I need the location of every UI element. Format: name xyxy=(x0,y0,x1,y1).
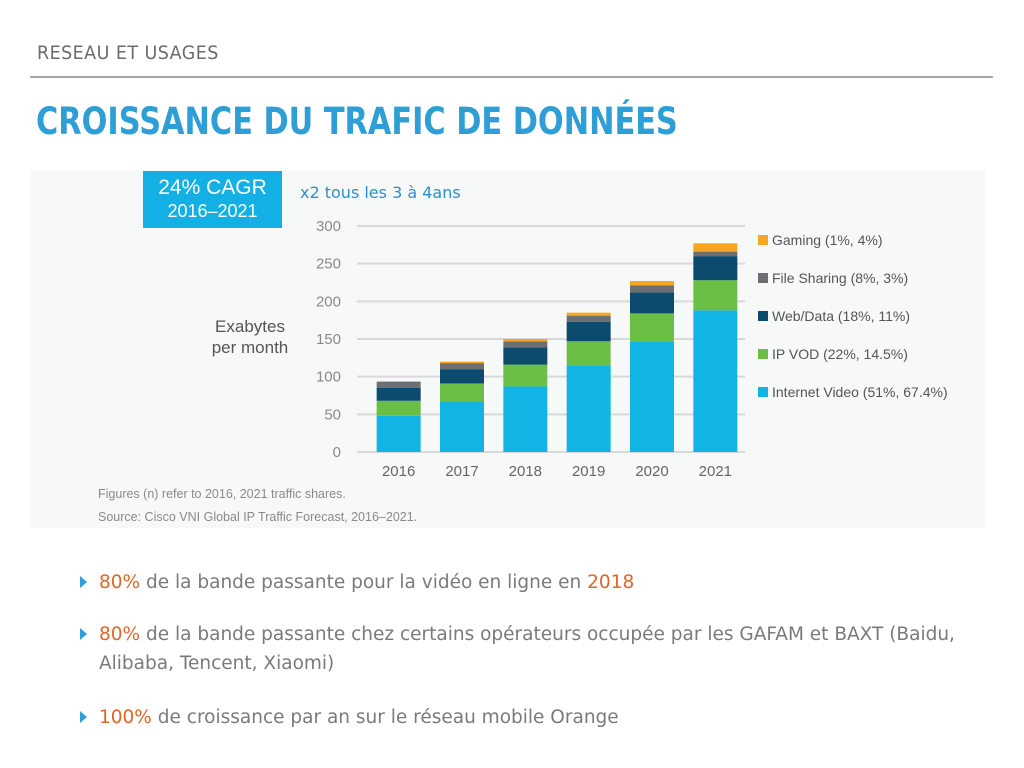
header-divider xyxy=(30,76,993,78)
y-axis-label-line1: Exabytes xyxy=(215,317,285,336)
bar-segment-file-sharing xyxy=(440,363,484,370)
x-tick-label: 2017 xyxy=(445,463,478,480)
legend-item: Web/Data (18%, 11%) xyxy=(758,308,910,324)
bar-segment-gaming xyxy=(693,243,738,252)
legend-swatch xyxy=(758,311,768,321)
y-tick-label: 200 xyxy=(316,293,341,310)
bar-segment-web-data xyxy=(440,369,484,384)
x-tick-label: 2021 xyxy=(699,463,732,480)
bullet-text: de la bande passante chez certains opéra… xyxy=(99,624,955,674)
x-tick-labels: 2016 2017 2018 2019 2020 2021 xyxy=(382,463,732,480)
cagr-period: 2016–2021 xyxy=(167,201,258,221)
bar-segment-file-sharing xyxy=(693,251,738,257)
bar-segment-gaming xyxy=(440,361,484,364)
bullet-highlight: 80% xyxy=(99,624,141,645)
bar-segment-web-data xyxy=(376,387,421,401)
bar-segment-ip-vod xyxy=(440,383,484,402)
growth-annotation: x2 tous les 3 à 4ans xyxy=(300,183,461,202)
legend-item: Internet Video (51%, 67.4%) xyxy=(758,384,948,400)
y-axis-label: Exabytes per month xyxy=(195,316,305,358)
legend-label: Gaming (1%, 4%) xyxy=(772,232,883,248)
footnote-source: Source: Cisco VNI Global IP Traffic Fore… xyxy=(98,510,418,524)
footnote-shares: Figures (n) refer to 2016, 2021 traffic … xyxy=(98,487,346,501)
legend-item: File Sharing (8%, 3%) xyxy=(758,270,908,286)
cagr-badge: 24% CAGR 2016–2021 xyxy=(143,171,282,228)
x-tick-label: 2019 xyxy=(572,463,605,480)
bar-segment-ip-vod xyxy=(630,313,674,342)
legend-label: IP VOD (22%, 14.5%) xyxy=(772,346,908,362)
bar-segment-gaming xyxy=(376,381,421,382)
legend-label: Web/Data (18%, 11%) xyxy=(772,308,910,324)
legend-label: File Sharing (8%, 3%) xyxy=(772,270,909,286)
y-tick-label: 150 xyxy=(316,331,341,348)
y-tick-label: 0 xyxy=(333,444,341,461)
bar-segment-web-data xyxy=(566,321,611,342)
bullet-highlight: 100% xyxy=(99,707,152,728)
bar-segment-internet-video xyxy=(376,415,421,452)
bar-segment-web-data xyxy=(630,292,674,314)
bullet-highlight-year: 2018 xyxy=(587,572,635,593)
bar-segment-gaming xyxy=(503,339,548,342)
y-tick-labels: 0 50 100 150 200 250 300 xyxy=(316,218,341,461)
bar-segment-file-sharing xyxy=(376,381,421,388)
bar-segment-internet-video xyxy=(630,341,674,452)
section-label: RESEAU ET USAGES xyxy=(37,42,219,64)
bullet-item: 80% de la bande passante chez certains o… xyxy=(80,620,959,678)
bar-segment-file-sharing xyxy=(503,341,548,348)
legend-swatch xyxy=(758,349,768,359)
gridlines xyxy=(357,225,745,453)
x-tick-label: 2020 xyxy=(635,463,668,480)
bar-segment-gaming xyxy=(566,312,611,316)
bar-segment-ip-vod xyxy=(503,364,548,387)
bars xyxy=(376,243,738,452)
page-title: CROISSANCE DU TRAFIC DE DONNÉES xyxy=(36,100,678,143)
bullet-item: 100% de croissance par an sur le réseau … xyxy=(80,703,959,732)
y-tick-label: 250 xyxy=(316,256,341,273)
bullet-text: de croissance par an sur le réseau mobil… xyxy=(151,707,619,728)
triangle-right-icon xyxy=(80,576,87,588)
y-tick-label: 300 xyxy=(316,218,341,235)
legend-label: Internet Video (51%, 67.4%) xyxy=(772,384,948,400)
bar-segment-ip-vod xyxy=(566,341,611,366)
bar-segment-internet-video xyxy=(566,365,611,452)
bar-segment-web-data xyxy=(693,256,738,281)
bar-segment-internet-video xyxy=(440,401,484,452)
bar-segment-web-data xyxy=(503,347,548,365)
bar-segment-file-sharing xyxy=(566,315,611,322)
bar-segment-file-sharing xyxy=(630,285,674,293)
y-tick-label: 100 xyxy=(316,369,341,386)
y-axis-label-line2: per month xyxy=(211,338,289,357)
bar-segment-gaming xyxy=(630,280,674,286)
bullet-item: 80% de la bande passante pour la vidéo e… xyxy=(80,568,959,597)
legend-swatch xyxy=(758,235,768,245)
cagr-value: 24% CAGR xyxy=(158,176,267,199)
x-tick-label: 2018 xyxy=(509,463,542,480)
x-tick-label: 2016 xyxy=(382,463,415,480)
triangle-right-icon xyxy=(80,628,87,640)
legend-item: Gaming (1%, 4%) xyxy=(758,232,882,248)
bar-segment-ip-vod xyxy=(693,280,738,311)
legend-swatch xyxy=(758,273,768,283)
y-tick-label: 50 xyxy=(324,406,341,423)
bullet-highlight: 80% xyxy=(99,572,141,593)
bullet-text: de la bande passante pour la vidéo en li… xyxy=(140,572,588,593)
bar-segment-internet-video xyxy=(693,310,738,452)
legend-swatch xyxy=(758,387,768,397)
bar-segment-ip-vod xyxy=(376,400,421,416)
legend-item: IP VOD (22%, 14.5%) xyxy=(758,346,908,362)
triangle-right-icon xyxy=(80,711,87,723)
bar-segment-internet-video xyxy=(503,386,548,452)
